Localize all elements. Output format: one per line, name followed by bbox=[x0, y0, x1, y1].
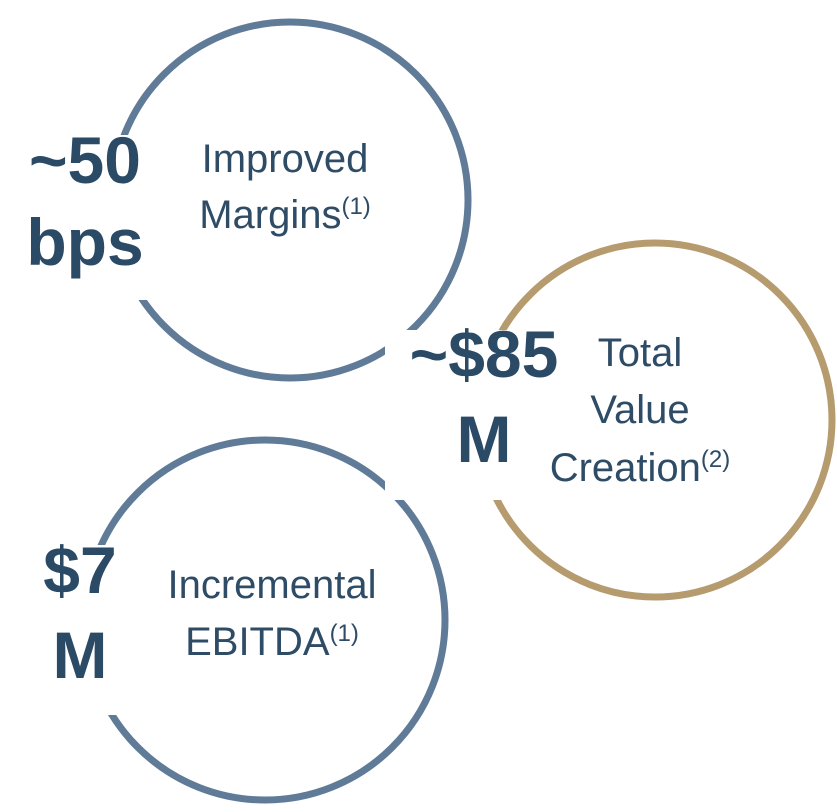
metric-value: $7 bbox=[43, 533, 116, 607]
metric-label: EBITDA(1) bbox=[185, 620, 359, 664]
metric-label: Value bbox=[590, 388, 689, 432]
ring-gap bbox=[5, 135, 165, 300]
metric-value: ~50 bbox=[29, 123, 141, 197]
texts: ~50bpsImprovedMargins(1)~$85MTotalValueC… bbox=[26, 123, 730, 692]
ring-gap bbox=[25, 545, 135, 715]
masks bbox=[5, 135, 585, 715]
label-line: Creation bbox=[550, 446, 701, 490]
circles bbox=[81, 18, 836, 804]
metric-value: ~$85 bbox=[410, 317, 559, 391]
metric-value: bps bbox=[26, 205, 143, 279]
label-line: Total bbox=[598, 331, 683, 375]
metric-label: Improved bbox=[202, 137, 369, 181]
metric-label: Creation(2) bbox=[550, 446, 731, 490]
label-line: Incremental bbox=[168, 563, 377, 607]
footnote-ref: (1) bbox=[341, 193, 370, 220]
metric-label: Margins(1) bbox=[199, 193, 371, 237]
footnote-ref: (2) bbox=[701, 446, 730, 473]
label-line: Margins bbox=[199, 193, 341, 237]
ring-gap bbox=[385, 330, 585, 500]
label-line: Value bbox=[590, 388, 689, 432]
label-line: EBITDA bbox=[185, 620, 330, 664]
metric-label: Total bbox=[598, 331, 683, 375]
footnote-ref: (1) bbox=[330, 620, 359, 647]
metric-label: Incremental bbox=[168, 563, 377, 607]
metric-value: M bbox=[53, 618, 108, 692]
label-line: Improved bbox=[202, 137, 369, 181]
metric-value: M bbox=[457, 402, 512, 476]
